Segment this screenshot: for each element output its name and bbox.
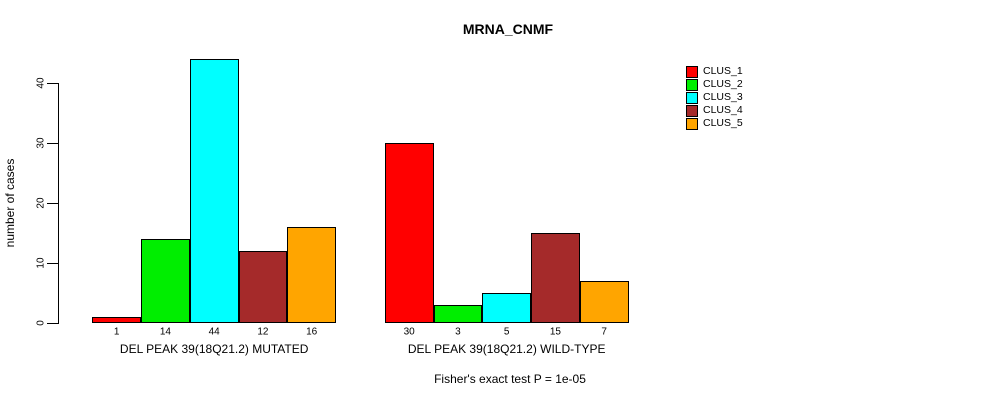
legend-color-swatch	[686, 91, 698, 104]
legend-row: CLUS_4	[686, 104, 743, 117]
bar	[92, 317, 142, 323]
bar	[433, 305, 483, 323]
legend-label: CLUS_5	[703, 117, 743, 129]
bar	[384, 143, 434, 323]
bar-value-label: 3	[455, 326, 461, 338]
bar	[579, 281, 629, 323]
bar-value-label: 7	[601, 326, 607, 338]
fisher-test-annotation: Fisher's exact test P = 1e-05	[434, 372, 586, 386]
legend-color-swatch	[686, 117, 698, 130]
bar-value-label: 30	[403, 326, 415, 338]
legend-label: CLUS_2	[703, 78, 743, 90]
y-tick-label: 20	[35, 197, 47, 209]
x-category-label: DEL PEAK 39(18Q21.2) WILD-TYPE	[407, 342, 606, 356]
bar	[482, 293, 532, 323]
y-tick-label: 40	[35, 77, 47, 89]
x-category-label: DEL PEAK 39(18Q21.2) MUTATED	[119, 342, 309, 356]
y-tick-label: 0	[35, 320, 47, 326]
legend-row: CLUS_5	[686, 117, 743, 130]
y-tick	[47, 263, 58, 264]
y-axis-label: number of cases	[3, 158, 17, 248]
bar-value-label: 16	[306, 326, 318, 338]
bar-value-label: 15	[549, 326, 561, 338]
legend-label: CLUS_1	[703, 65, 743, 77]
bar-value-label: 12	[257, 326, 269, 338]
legend-label: CLUS_3	[703, 91, 743, 103]
legend-color-swatch	[686, 65, 698, 78]
y-tick	[47, 323, 58, 324]
bar-value-label: 44	[208, 326, 220, 338]
legend-label: CLUS_4	[703, 104, 743, 116]
y-tick	[47, 143, 58, 144]
bar	[287, 227, 337, 323]
legend-row: CLUS_2	[686, 78, 743, 91]
bar-value-label: 5	[503, 326, 510, 338]
legend-color-swatch	[686, 104, 698, 117]
bar-value-label: 14	[159, 326, 171, 338]
legend-row: CLUS_1	[686, 65, 743, 78]
bar	[189, 59, 239, 323]
y-tick	[47, 203, 58, 204]
y-tick-label: 30	[35, 137, 47, 149]
legend-row: CLUS_3	[686, 91, 743, 104]
bar-value-label: 1	[113, 326, 120, 338]
y-tick-label: 10	[35, 257, 47, 269]
legend: CLUS_1 CLUS_2 CLUS_3 CLUS_4 CLUS_5	[686, 65, 743, 130]
y-axis-line	[58, 83, 59, 324]
bar	[238, 251, 288, 323]
y-tick	[47, 83, 58, 84]
chart-title: MRNA_CNMF	[462, 21, 554, 37]
legend-color-swatch	[686, 78, 698, 91]
bar	[141, 239, 190, 323]
bar	[531, 233, 580, 323]
